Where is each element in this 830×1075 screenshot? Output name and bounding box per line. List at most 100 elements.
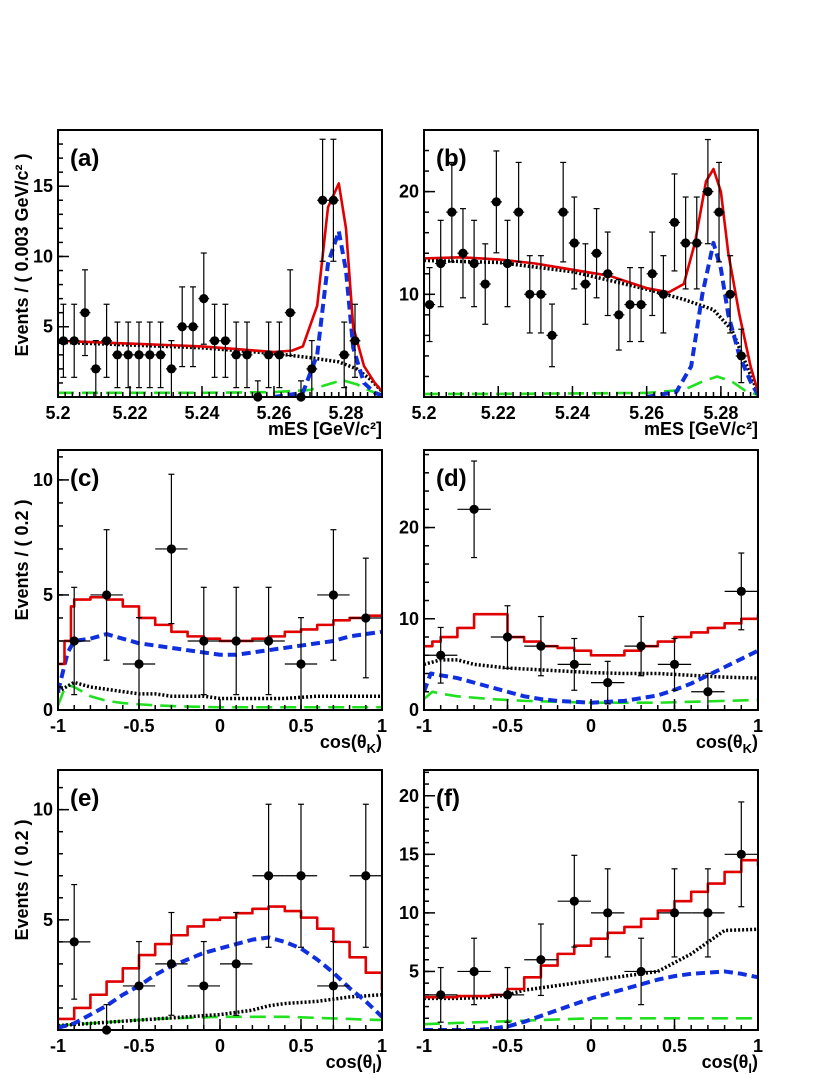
data-point-a [58,303,69,378]
y-tick-label-a: 10 [33,246,53,266]
data-point-d [557,637,591,691]
xlabel-c: cos(θK) [320,732,382,756]
series-peaking-d [424,690,758,705]
data-point-b [490,150,502,254]
series-signal-f [424,969,758,1030]
y-tick-label-a: 15 [33,176,53,196]
data-point-d [457,460,491,559]
data-point-b [624,267,636,343]
panel-tag-c: (c) [70,465,99,492]
ylabel-c: Events / ( 0.2 ) [12,499,32,620]
data-point-a [317,138,328,262]
y-tick-label-c: 0 [43,700,53,720]
x-tick-label-f: -0.5 [492,1036,523,1056]
x-tick-label-a: 5.2 [45,403,70,423]
data-point-b [646,231,658,317]
series-total-e [58,905,382,1021]
data-point-a [166,339,177,398]
data-point-b [424,267,436,343]
xlabel-b: mES [GeV/c²] [644,419,758,439]
x-tick-label-d: -1 [416,716,432,736]
x-tick-label-b: 5.22 [481,403,516,423]
data-point-b [735,328,747,384]
data-point-d [691,672,725,711]
series-background-a [58,340,382,393]
x-tick-label-c: -0.5 [123,716,154,736]
plot-frame-a [57,129,383,398]
data-point-e [58,883,91,1000]
data-point-a [155,321,166,389]
series-signal-e [58,935,382,1030]
x-tick-label-c: 0.5 [288,716,313,736]
y-tick-label-f: 15 [399,844,419,864]
data-point-a [90,339,102,398]
y-tick-label-d: 20 [399,518,419,538]
data-point-a [122,321,134,389]
data-point-a [68,303,80,378]
data-point-f [691,868,725,958]
data-point-b [702,138,714,245]
y-tick-label-f: 10 [399,903,419,923]
panel-tag-d: (d) [436,465,467,492]
series-signal-a [273,229,382,397]
data-point-e [155,911,188,1016]
data-point-b [535,255,547,334]
data-point-a [284,269,296,357]
x-tick-label-a: 5.26 [256,403,291,423]
series-background-c [58,680,382,701]
data-point-b [591,208,603,299]
data-point-b [713,161,725,263]
data-point-c [58,586,91,696]
data-point-b [724,255,736,334]
data-point-b [668,173,681,272]
series-peaking-f [424,1016,758,1026]
data-point-a [230,321,242,389]
x-tick-label-e: 0.5 [288,1036,313,1056]
series-group-e [58,905,382,1030]
data-point-b [680,196,692,290]
data-point-a [187,286,199,368]
data-point-b [691,196,703,290]
y-tick-label-d: 0 [409,700,419,720]
series-peaking-c [58,683,382,709]
ylabel-e: Events / ( 0.2 ) [12,819,32,940]
data-point-c [252,586,285,696]
data-point-a [112,321,123,389]
x-tick-label-f: 0 [586,1036,596,1056]
data-point-a [328,138,339,262]
x-tick-label-d: 0.5 [662,716,687,736]
data-point-f [424,966,458,1023]
data-point-a [198,252,210,345]
x-tick-label-b: 5.2 [411,403,436,423]
data-point-d [591,660,625,705]
data-point-e [252,803,285,948]
data-point-f [457,937,491,1006]
data-point-e [317,940,350,1031]
y-tick-label-e: 5 [43,910,53,930]
data-point-b [613,279,625,351]
data-point-e [349,803,382,948]
x-tick-label-e: -1 [50,1036,66,1056]
y-tick-label-b: 10 [399,284,419,304]
series-signal-d [424,648,758,705]
data-point-f [524,923,558,997]
data-point-b [602,231,614,317]
data-point-a [241,321,253,389]
data-point-a [144,321,156,389]
data-point-c [155,473,188,625]
data-point-b [457,208,469,299]
series-total-b [424,167,758,393]
data-point-b [579,243,591,325]
data-point-b [513,161,525,263]
x-tick-label-d: 1 [753,716,763,736]
x-tick-label-f: 1 [753,1036,763,1056]
plot-frame-b [423,129,759,398]
panel-tag-a: (a) [70,145,99,172]
series-background-f [424,927,758,1001]
data-point-a [306,339,318,398]
data-point-d [524,615,558,677]
xlabel-e: cos(θl) [326,1052,382,1075]
x-tick-label-c: 0 [215,716,225,736]
data-point-c [90,529,123,661]
